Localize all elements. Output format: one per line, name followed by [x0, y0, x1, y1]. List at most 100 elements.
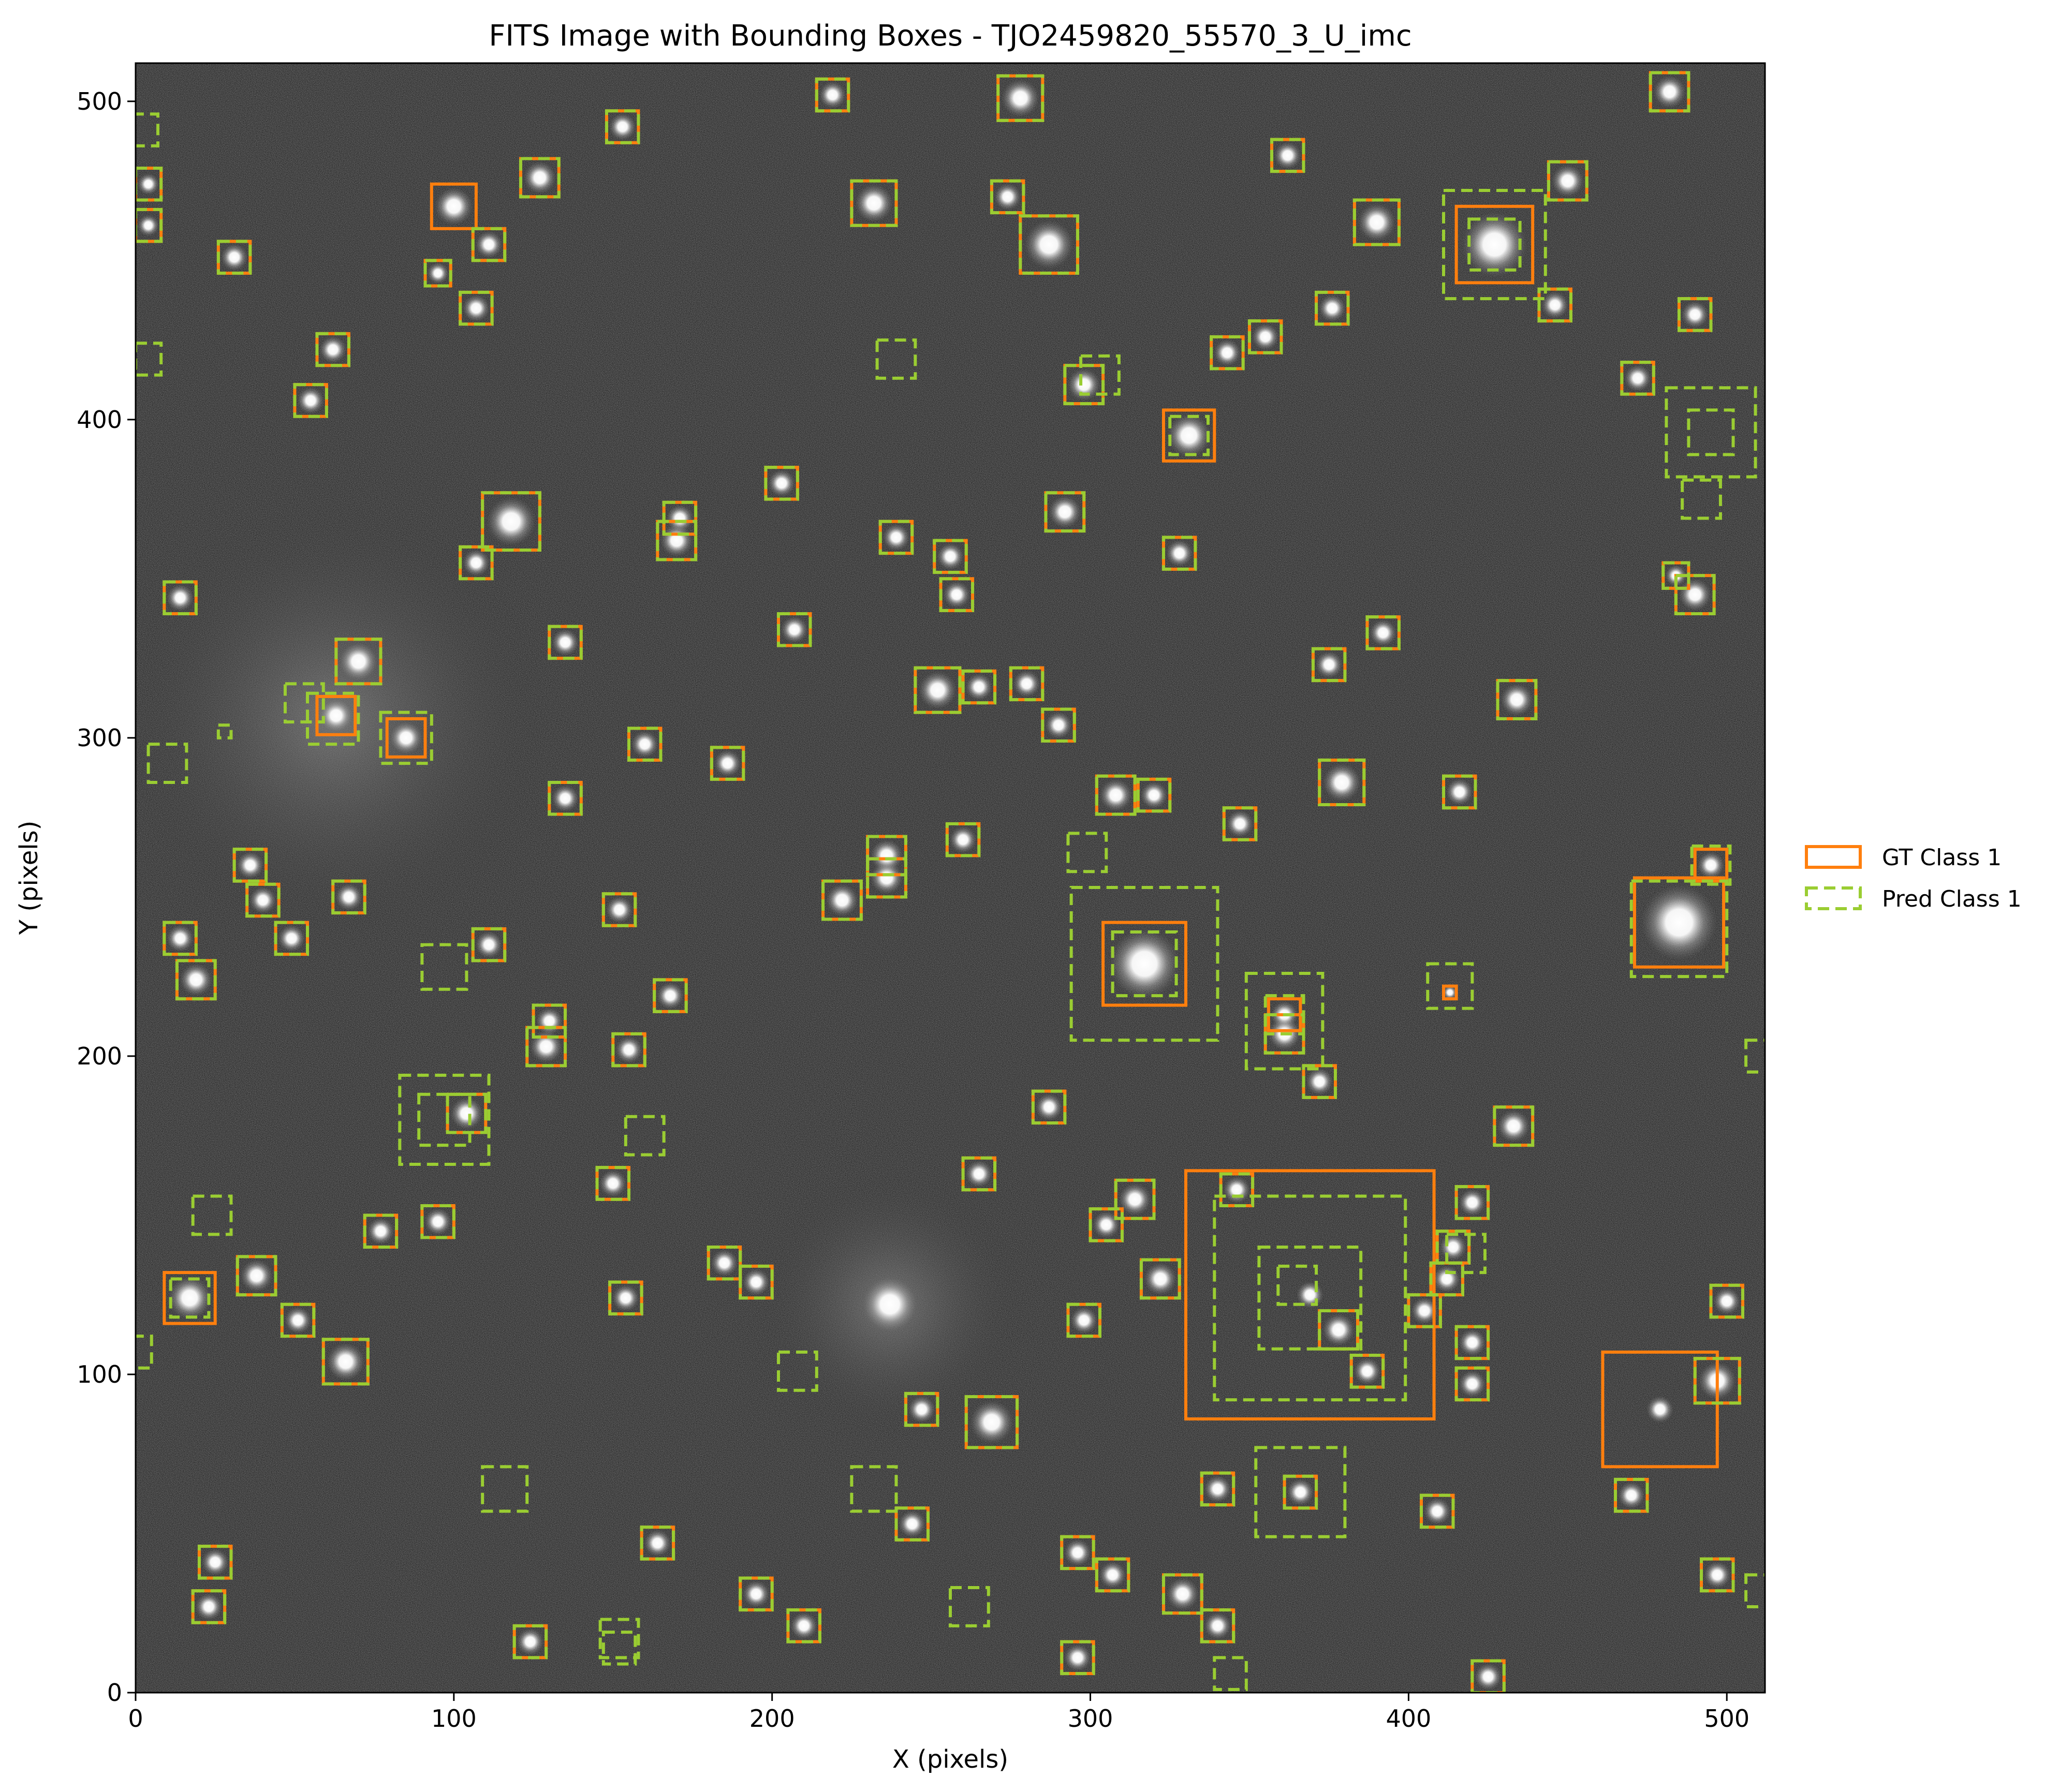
star [742, 1580, 770, 1608]
pred-boxes [136, 71, 1765, 1693]
pred-box [611, 1032, 646, 1068]
star [1501, 683, 1533, 716]
star [1109, 928, 1180, 999]
pred-box [608, 1280, 643, 1316]
pred-box [1066, 1302, 1101, 1338]
pred-box [363, 1213, 399, 1249]
pred-box [1060, 1640, 1095, 1676]
pred-box [1139, 1258, 1181, 1300]
pred-box [1066, 832, 1108, 873]
pred-box [1063, 364, 1105, 406]
pred-box [1069, 885, 1219, 1042]
gt-box [1442, 984, 1458, 1001]
pred-box [175, 959, 217, 1001]
y-tick-label: 100 [77, 1360, 122, 1388]
pred-box [1095, 774, 1137, 816]
pred-box [656, 520, 698, 561]
pred-box [136, 342, 163, 377]
x-tick-label: 100 [431, 1705, 477, 1732]
star [487, 497, 536, 546]
legend: GT Class 1 Pred Class 1 [1805, 845, 2022, 912]
star [883, 524, 910, 551]
pred-box [850, 1465, 898, 1513]
star [1497, 1110, 1530, 1143]
legend-label-gt: GT Class 1 [1882, 845, 2002, 871]
star [965, 1160, 993, 1188]
pred-box [331, 879, 366, 915]
pred-box [280, 1302, 316, 1338]
star [826, 884, 859, 916]
star [1140, 781, 1168, 809]
x-tick-label: 300 [1068, 1705, 1113, 1732]
pred-box [1629, 879, 1729, 979]
star [1641, 884, 1717, 960]
pred-box [1365, 615, 1401, 650]
pred-box [1744, 1039, 1765, 1074]
star [1322, 1313, 1355, 1346]
star [1411, 1297, 1438, 1324]
star [1617, 1482, 1645, 1509]
star [970, 1400, 1013, 1444]
star [937, 543, 964, 570]
pred-box [776, 612, 812, 647]
star [1213, 339, 1241, 366]
star [278, 925, 305, 952]
pred-box [420, 1204, 455, 1239]
star [1226, 810, 1254, 837]
pred-box [398, 1073, 491, 1166]
star [1646, 1396, 1674, 1423]
star [284, 1307, 312, 1334]
pred-box [525, 1026, 567, 1068]
gt-box [430, 182, 478, 230]
pred-box [1200, 1608, 1236, 1643]
star [1653, 76, 1686, 108]
pred-box [1349, 1354, 1385, 1389]
pred-box [904, 1391, 939, 1427]
pred-box [875, 338, 917, 380]
pred-box [1496, 679, 1538, 720]
pred-box [146, 743, 188, 784]
pred-box [1674, 574, 1716, 616]
pred-box [1213, 1656, 1248, 1691]
pred-box [548, 780, 583, 816]
pred-box [1419, 1493, 1455, 1529]
y-tick-label: 400 [77, 406, 122, 434]
pred-box [471, 227, 507, 262]
pred-box [1219, 1172, 1255, 1207]
pred-box [1454, 1185, 1490, 1220]
star [631, 731, 658, 758]
pred-box [1213, 1194, 1407, 1402]
star [552, 629, 579, 656]
star [1204, 1612, 1231, 1639]
star [1354, 1357, 1381, 1385]
x-axis-label: X (pixels) [892, 1745, 1008, 1774]
pred-box [1060, 1535, 1095, 1571]
star [523, 161, 556, 194]
star [168, 1276, 212, 1320]
pred-box [136, 112, 160, 147]
star [1274, 142, 1301, 169]
star [1433, 1265, 1461, 1293]
y-tick-label: 200 [77, 1042, 122, 1070]
pred-box [1114, 1178, 1156, 1220]
star [1306, 1068, 1333, 1095]
pred-box [274, 921, 310, 956]
pred-box [1263, 1013, 1305, 1055]
pred-box [512, 1624, 548, 1660]
y-axis-ticks: 0 100 200 300 400 500 [77, 87, 136, 1707]
star [1443, 985, 1458, 1000]
pred-box [821, 879, 863, 921]
pred-box [1318, 758, 1366, 807]
pred-box [933, 539, 968, 574]
star [870, 862, 903, 894]
plot-area [135, 62, 1766, 1694]
pred-box [1687, 408, 1735, 456]
x-tick-label: 0 [128, 1705, 143, 1732]
stars-layer [137, 76, 1741, 1691]
pred-box [1019, 214, 1079, 275]
pred-box [163, 921, 198, 956]
pred-box [1161, 1573, 1203, 1615]
pred-box [662, 500, 698, 536]
pred-box [1044, 491, 1086, 533]
star [1064, 1539, 1091, 1566]
